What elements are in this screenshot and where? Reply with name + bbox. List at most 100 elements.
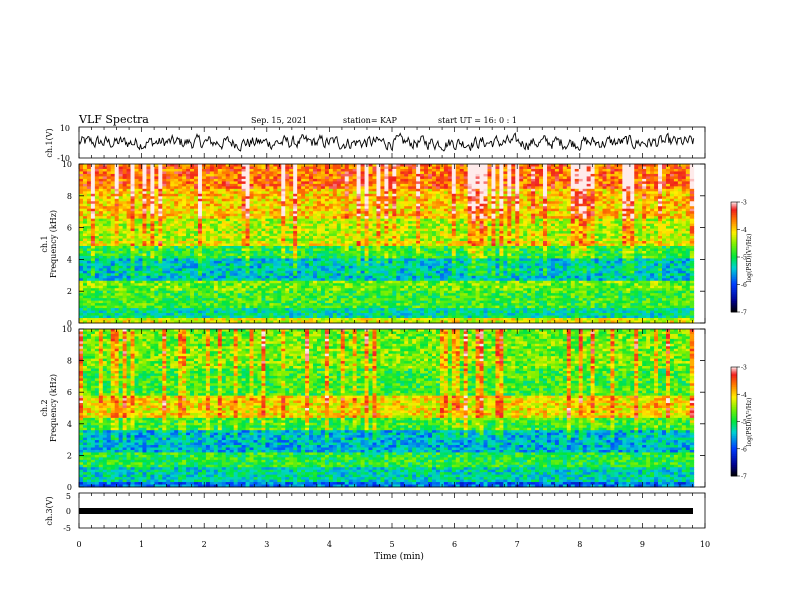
spectrogram-cell [333, 229, 337, 232]
spectrogram-cell [634, 241, 638, 244]
spectrogram-cell [321, 196, 325, 199]
spectrogram-cell [499, 209, 503, 212]
spectrogram-cell [591, 191, 595, 194]
spectrogram-cell [214, 186, 218, 189]
spectrogram-cell [289, 229, 293, 232]
spectrogram-cell [591, 206, 595, 209]
spectrogram-cell [154, 169, 158, 172]
spectrogram-cell [618, 221, 622, 224]
spectrogram-cell [238, 234, 242, 237]
spectrogram-cell [416, 169, 420, 172]
spectrogram-cell [186, 244, 190, 247]
spectrogram-cell [380, 181, 384, 184]
spectrogram-cell [432, 191, 436, 194]
spectrogram-cell [678, 181, 682, 184]
spectrogram-cell [95, 239, 99, 242]
spectrogram-cell [329, 196, 333, 199]
spectrogram-cell [142, 241, 146, 244]
spectrogram-cell [567, 189, 571, 192]
spectrogram-cell [674, 226, 678, 229]
spectrogram-cell [234, 216, 238, 219]
spectrogram-cell [265, 206, 269, 209]
spectrogram-cell [670, 181, 674, 184]
spectrogram-cell [610, 169, 614, 172]
spectrogram-cell [440, 209, 444, 212]
spectrogram-cell [666, 174, 670, 177]
spectrogram-cell [654, 216, 658, 219]
spectrogram-cell [634, 239, 638, 242]
spectrogram-cell [95, 171, 99, 174]
spectrogram-cell [583, 196, 587, 199]
spectrogram-cell [460, 179, 464, 182]
spectrogram-cell [349, 201, 353, 204]
spectrogram-cell [198, 174, 202, 177]
spectrogram-cell [440, 186, 444, 189]
spectrogram-cell [440, 184, 444, 187]
spectrogram-cell [218, 206, 222, 209]
spectrogram-cell [539, 226, 543, 229]
spectrogram-cell [519, 234, 523, 237]
spectrogram-cell [174, 206, 178, 209]
spectrogram-cell [285, 174, 289, 177]
spectrogram-cell [567, 234, 571, 237]
spectrogram-cell [194, 176, 198, 179]
spectrogram-cell [174, 214, 178, 217]
spectrogram-cell [277, 211, 281, 214]
spectrogram-cell [198, 216, 202, 219]
spectrogram-cell [111, 241, 115, 244]
spectrogram-cell [614, 236, 618, 239]
spectrogram-cell [484, 241, 488, 244]
spectrogram-cell [575, 234, 579, 237]
spectrogram-cell [452, 206, 456, 209]
spectrogram-cell [265, 229, 269, 232]
spectrogram-cell [361, 204, 365, 207]
spectrogram-cell [273, 164, 277, 167]
spectrogram-cell [488, 169, 492, 172]
spectrogram-cell [412, 189, 416, 192]
spectrogram-cell [99, 211, 103, 214]
spectrogram-cell [488, 174, 492, 177]
spectrogram-cell [563, 169, 567, 172]
spectrogram-cell [277, 184, 281, 187]
spectrogram-cell [472, 186, 476, 189]
spectrogram-cell [535, 174, 539, 177]
spectrogram-cell [626, 211, 630, 214]
spectrogram-cell [154, 234, 158, 237]
spectrogram-cell [337, 184, 341, 187]
spectrogram-cell [432, 189, 436, 192]
spectrogram-cell [499, 166, 503, 169]
spectrogram-cell [452, 176, 456, 179]
spectrogram-cell [198, 221, 202, 224]
spectrogram-cell [178, 219, 182, 222]
spectrogram-cell [190, 169, 194, 172]
spectrogram-cell [654, 186, 658, 189]
spectrogram-cell [135, 216, 139, 219]
spectrogram-cell [420, 224, 424, 227]
spectrogram-cell [464, 221, 468, 224]
spectrogram-cell [349, 166, 353, 169]
spectrogram-cell [499, 239, 503, 242]
spectrogram-cell [226, 234, 230, 237]
spectrogram-cell [357, 169, 361, 172]
spectrogram-cell [400, 214, 404, 217]
spectrogram-cell [135, 186, 139, 189]
spectrogram-cell [547, 229, 551, 232]
spectrogram-cell [146, 214, 150, 217]
spectrogram-cell [567, 179, 571, 182]
spectrogram-cell [491, 191, 495, 194]
spectrogram-cell [511, 229, 515, 232]
spectrogram-cell [365, 216, 369, 219]
spectrogram-cell [495, 194, 499, 197]
spectrogram-cell [87, 204, 91, 207]
spectrogram-cell [95, 181, 99, 184]
spectrogram-cell [83, 191, 87, 194]
spectrogram-cell [551, 224, 555, 227]
spectrogram-cell [321, 186, 325, 189]
spectrogram-cell [269, 214, 273, 217]
spectrogram-cell [119, 236, 123, 239]
spectrogram-cell [333, 184, 337, 187]
spectrogram-cell [202, 171, 206, 174]
spectrogram-cell [309, 189, 313, 192]
spectrogram-cell [206, 196, 210, 199]
spectrogram-cell [666, 214, 670, 217]
